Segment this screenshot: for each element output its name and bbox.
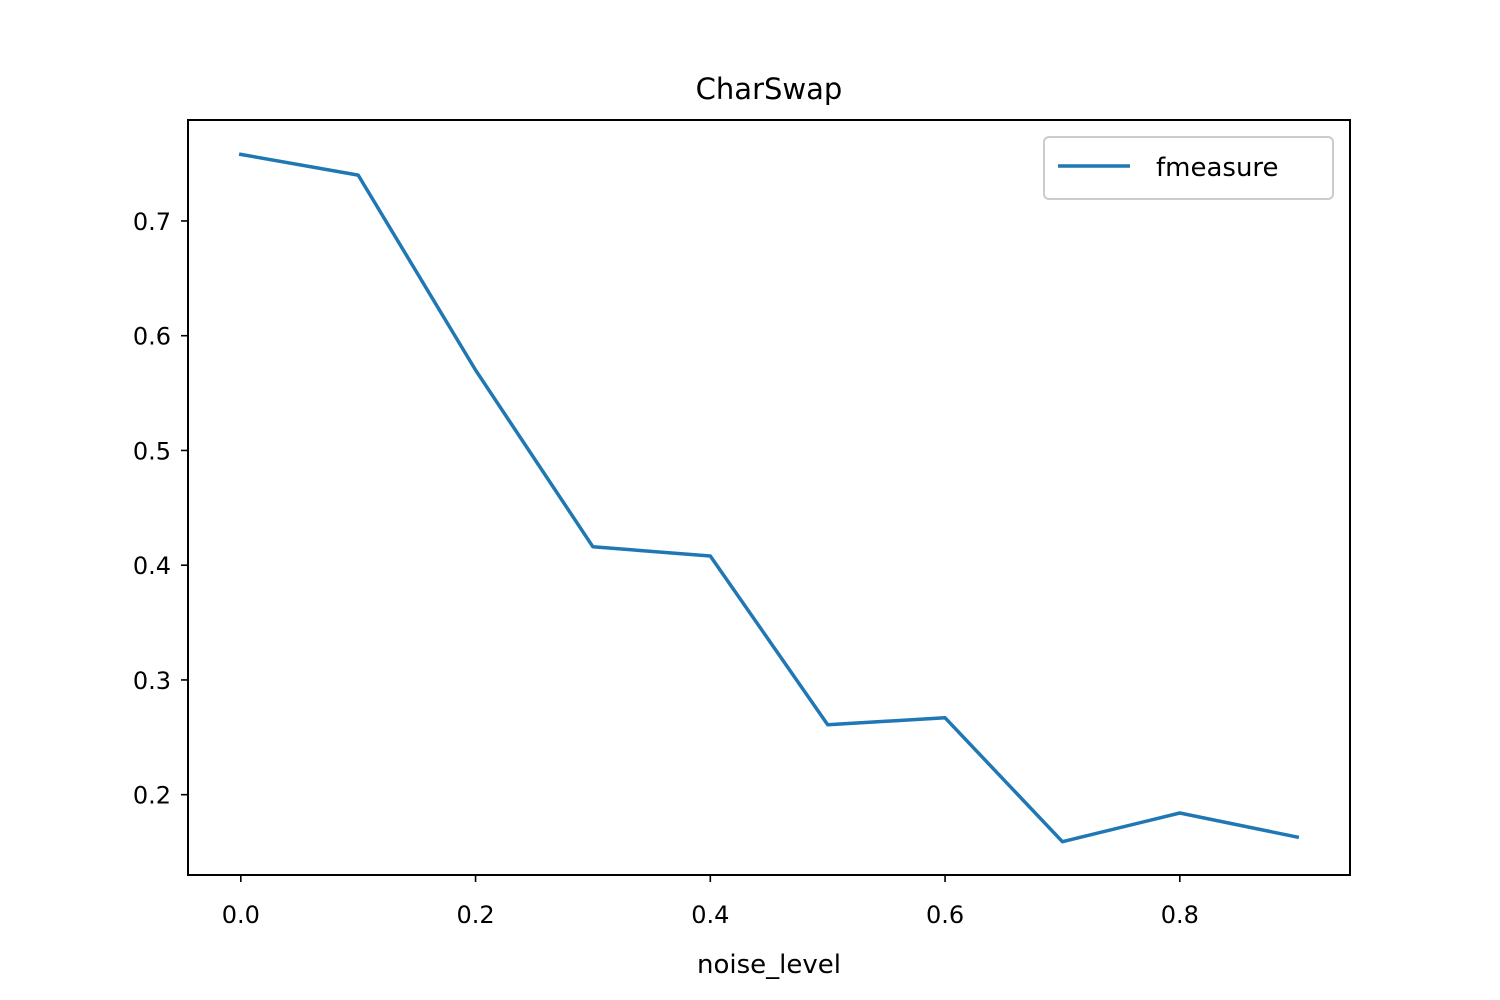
y-axis-ticks: 0.2 0.3 0.4 0.5 0.6 0.7: [133, 208, 188, 810]
x-tick-label: 0.2: [456, 901, 494, 929]
series-line-fmeasure: [238, 152, 1300, 844]
x-axis-label: noise_level: [697, 950, 841, 980]
legend-box: [1043, 136, 1334, 200]
x-axis-ticks: 0.0 0.2 0.4 0.6 0.8: [222, 875, 1199, 929]
y-tick-label: 0.7: [133, 208, 171, 236]
series-group: [238, 152, 1300, 844]
y-tick-label: 0.3: [133, 667, 171, 695]
legend: fmeasure: [1043, 136, 1334, 200]
y-tick-label: 0.4: [133, 552, 171, 580]
plot-frame: [187, 119, 1351, 876]
x-tick-label: 0.4: [691, 901, 729, 929]
chart-title: CharSwap: [696, 72, 843, 106]
y-tick-label: 0.2: [133, 782, 171, 810]
x-tick-label: 0.6: [926, 901, 964, 929]
x-tick-label: 0.0: [222, 901, 260, 929]
x-tick-label: 0.8: [1161, 901, 1199, 929]
y-tick-label: 0.5: [133, 437, 171, 465]
legend-label: fmeasure: [1156, 153, 1279, 183]
y-tick-label: 0.6: [133, 323, 171, 351]
